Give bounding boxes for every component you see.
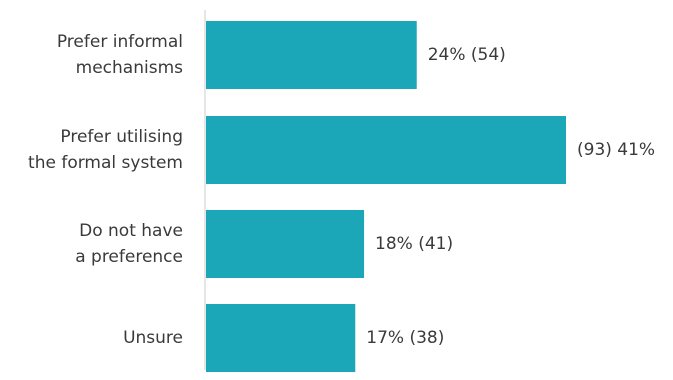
bars-group xyxy=(206,21,566,372)
category-label-line: Prefer informal xyxy=(57,32,183,52)
category-label-line: Do not have xyxy=(79,221,183,241)
category-labels-group: Prefer informal mechanisms Prefer utilisin… xyxy=(28,32,183,348)
category-label-4: Unsure xyxy=(123,328,183,348)
category-label-1: Prefer informal mechanisms xyxy=(57,32,183,78)
category-label-line: mechanisms xyxy=(76,58,183,78)
category-label-line: Prefer utilising xyxy=(60,127,183,147)
bar-3 xyxy=(206,210,365,278)
category-label-line: a preference xyxy=(75,247,183,267)
category-label-line: the formal system xyxy=(28,153,183,173)
bar-1 xyxy=(206,21,417,89)
category-label-line: Unsure xyxy=(123,328,183,348)
value-label-4: 17% (38) xyxy=(366,328,444,348)
category-label-3: Do not have a preference xyxy=(75,221,183,267)
value-label-1: 24% (54) xyxy=(428,45,506,65)
category-label-2: Prefer utilising the formal system xyxy=(28,127,183,173)
value-label-3: 18% (41) xyxy=(375,234,453,254)
bar-4 xyxy=(206,304,356,372)
value-labels-group: 24% (54) (93) 41% 18% (41) 17% (38) xyxy=(366,45,655,348)
value-label-2: (93) 41% xyxy=(577,140,655,160)
bar-2 xyxy=(206,116,566,184)
